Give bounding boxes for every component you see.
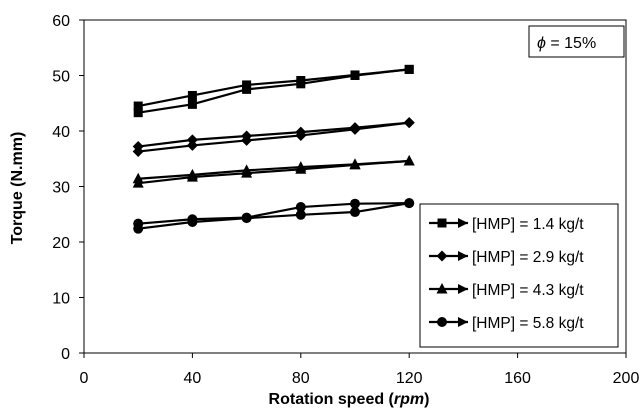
data-point-diamond bbox=[186, 134, 198, 146]
legend-arrow-icon bbox=[458, 284, 468, 294]
legend-arrow-icon bbox=[458, 218, 468, 228]
legend-arrow-icon bbox=[458, 317, 468, 327]
data-point-diamond bbox=[186, 139, 198, 151]
legend-marker-circle bbox=[437, 317, 447, 327]
phi-annotation: ϕ = 15% bbox=[528, 25, 625, 58]
legend-label: [HMP] = 5.8 kg/t bbox=[472, 315, 584, 332]
series-4 bbox=[133, 198, 415, 234]
series-line-upward bbox=[138, 202, 410, 230]
y-tick-label: 50 bbox=[52, 69, 70, 86]
data-point-square bbox=[296, 75, 306, 85]
y-tick-label: 40 bbox=[52, 124, 70, 141]
legend-marker-diamond bbox=[436, 250, 448, 262]
y-tick-label: 30 bbox=[52, 180, 70, 197]
legend-label: [HMP] = 1.4 kg/t bbox=[472, 216, 584, 233]
data-point-diamond bbox=[241, 130, 253, 142]
legend-label: [HMP] = 4.3 kg/t bbox=[472, 282, 584, 299]
legend-item-4: [HMP] = 5.8 kg/t bbox=[429, 315, 584, 332]
data-point-square bbox=[187, 90, 197, 100]
x-axis-title: Rotation speed (rpm) bbox=[269, 391, 430, 408]
data-point-triangle bbox=[349, 158, 361, 169]
legend-marker-triangle bbox=[436, 283, 448, 294]
series-3 bbox=[132, 154, 415, 188]
series-2 bbox=[132, 117, 415, 158]
data-point-triangle bbox=[295, 161, 307, 172]
x-tick-label: 120 bbox=[396, 370, 423, 387]
data-point-diamond bbox=[349, 122, 361, 134]
series-line-upward bbox=[138, 68, 410, 114]
legend-label: [HMP] = 2.9 kg/t bbox=[472, 249, 584, 266]
x-tick-label: 160 bbox=[504, 370, 531, 387]
y-tick-label: 60 bbox=[52, 13, 70, 30]
data-point-diamond bbox=[295, 126, 307, 138]
legend: [HMP] = 1.4 kg/t [HMP] = 2.9 kg/t [HMP] = … bbox=[419, 203, 619, 348]
series-line-downward bbox=[138, 202, 410, 225]
data-point-circle bbox=[350, 207, 360, 218]
data-point-triangle bbox=[403, 154, 415, 166]
y-axis-title: Torque (N.mm) bbox=[9, 132, 26, 245]
data-point-square bbox=[242, 80, 252, 90]
series-line-upward bbox=[138, 121, 410, 153]
x-tick-label: 80 bbox=[292, 370, 310, 387]
y-tick-label: 10 bbox=[52, 291, 70, 308]
x-tick-label: 40 bbox=[184, 370, 202, 387]
series-line-downward bbox=[138, 121, 410, 148]
legend-item-2: [HMP] = 2.9 kg/t bbox=[429, 249, 584, 266]
annotation-box bbox=[528, 25, 625, 58]
data-point-square bbox=[133, 101, 143, 111]
legend-arrow-icon bbox=[458, 251, 468, 261]
data-point-square bbox=[404, 64, 414, 74]
legend-item-1: [HMP] = 1.4 kg/t bbox=[429, 216, 584, 233]
data-point-circle bbox=[295, 209, 306, 220]
data-point-square bbox=[350, 70, 360, 80]
data-point-circle bbox=[241, 212, 252, 223]
data-point-triangle bbox=[186, 168, 198, 180]
plot-area bbox=[132, 64, 415, 234]
data-point-square bbox=[187, 99, 197, 109]
annotation-text: ϕ = 15% bbox=[537, 35, 596, 52]
x-tick-label: 0 bbox=[80, 370, 89, 387]
series-line-downward bbox=[137, 68, 410, 108]
x-tick-label: 200 bbox=[613, 370, 640, 387]
legend-marker-square bbox=[437, 218, 447, 228]
series-1 bbox=[133, 64, 414, 118]
data-point-diamond bbox=[403, 117, 415, 129]
data-point-circle bbox=[133, 218, 144, 229]
data-point-circle bbox=[350, 198, 360, 209]
legend-item-3: [HMP] = 4.3 kg/t bbox=[429, 282, 584, 299]
data-point-circle bbox=[404, 198, 415, 209]
axes: 0 40 80 120 160 200 0 10 20 30 40 50 60 bbox=[52, 13, 639, 387]
data-point-square bbox=[133, 108, 143, 118]
y-tick-label: 20 bbox=[52, 235, 70, 252]
y-tick-label: 0 bbox=[61, 346, 70, 363]
data-point-circle bbox=[187, 214, 198, 225]
data-point-circle bbox=[295, 202, 306, 213]
series-line-downward bbox=[138, 159, 410, 180]
data-point-triangle bbox=[241, 164, 253, 175]
data-point-diamond bbox=[132, 141, 144, 153]
data-point-triangle bbox=[132, 172, 144, 184]
legend-box bbox=[419, 203, 619, 348]
